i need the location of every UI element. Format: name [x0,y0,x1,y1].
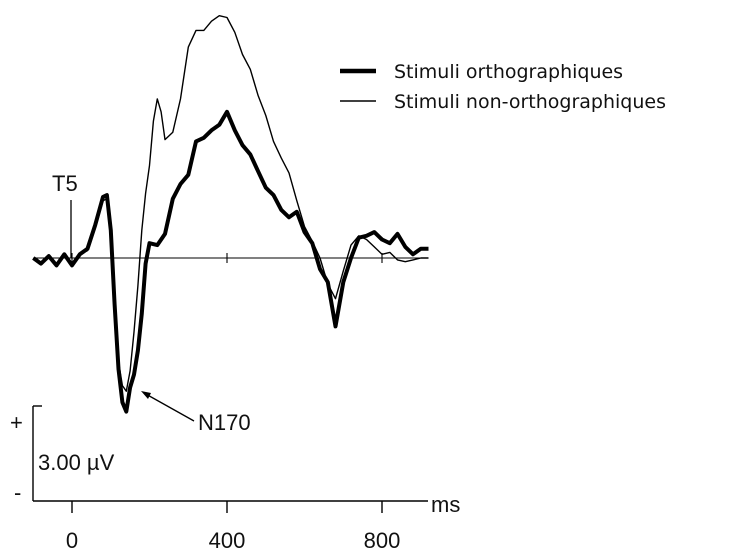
n170-annotation: N170 [141,391,251,435]
n170-arrow-line [143,392,195,422]
legend: Stimuli orthographiques Stimuli non-orth… [340,61,666,113]
scale-bar-minus: - [14,480,21,505]
electrode-label: T5 [52,171,78,196]
n170-label: N170 [198,410,251,435]
bottom-time-axis: 0 400 800 [33,500,428,553]
x-tick-label-400: 400 [209,528,246,553]
legend-label-orthographic: Stimuli orthographiques [394,61,623,83]
scale-bar-plus: + [10,410,23,435]
n170-arrow-head [141,391,151,399]
scale-bar: + - 3.00 µV [10,405,115,505]
x-tick-label-0: 0 [66,528,78,553]
series-orthographic-line [32,109,429,414]
scale-bar-label: 3.00 µV [38,450,115,475]
x-tick-label-800: 800 [364,528,401,553]
legend-label-non-orthographic: Stimuli non-orthographiques [394,91,666,113]
time-axis [33,253,429,263]
x-axis-unit-label: ms [431,492,460,517]
